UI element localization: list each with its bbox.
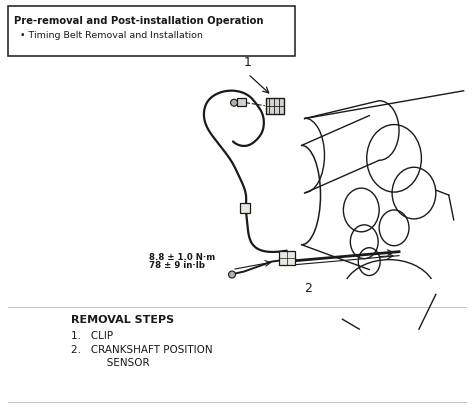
Text: 2.   CRANKSHAFT POSITION: 2. CRANKSHAFT POSITION xyxy=(71,345,213,355)
Text: 2: 2 xyxy=(305,283,312,295)
Bar xyxy=(240,203,250,213)
Bar xyxy=(279,251,295,265)
Text: Pre-removal and Post-installation Operation: Pre-removal and Post-installation Operat… xyxy=(14,16,264,26)
Bar xyxy=(9,7,295,56)
Text: 1: 1 xyxy=(244,56,252,69)
Text: 8.8 ± 1.0 N·m: 8.8 ± 1.0 N·m xyxy=(148,253,215,262)
Bar xyxy=(237,98,246,106)
Text: 1.   CLIP: 1. CLIP xyxy=(71,331,113,341)
Text: 78 ± 9 in·lb: 78 ± 9 in·lb xyxy=(148,261,204,270)
Circle shape xyxy=(230,99,237,106)
Text: REMOVAL STEPS: REMOVAL STEPS xyxy=(71,315,174,325)
Bar xyxy=(266,98,284,114)
Text: • Timing Belt Removal and Installation: • Timing Belt Removal and Installation xyxy=(20,31,203,40)
Text: SENSOR: SENSOR xyxy=(84,358,149,368)
Circle shape xyxy=(228,271,236,278)
